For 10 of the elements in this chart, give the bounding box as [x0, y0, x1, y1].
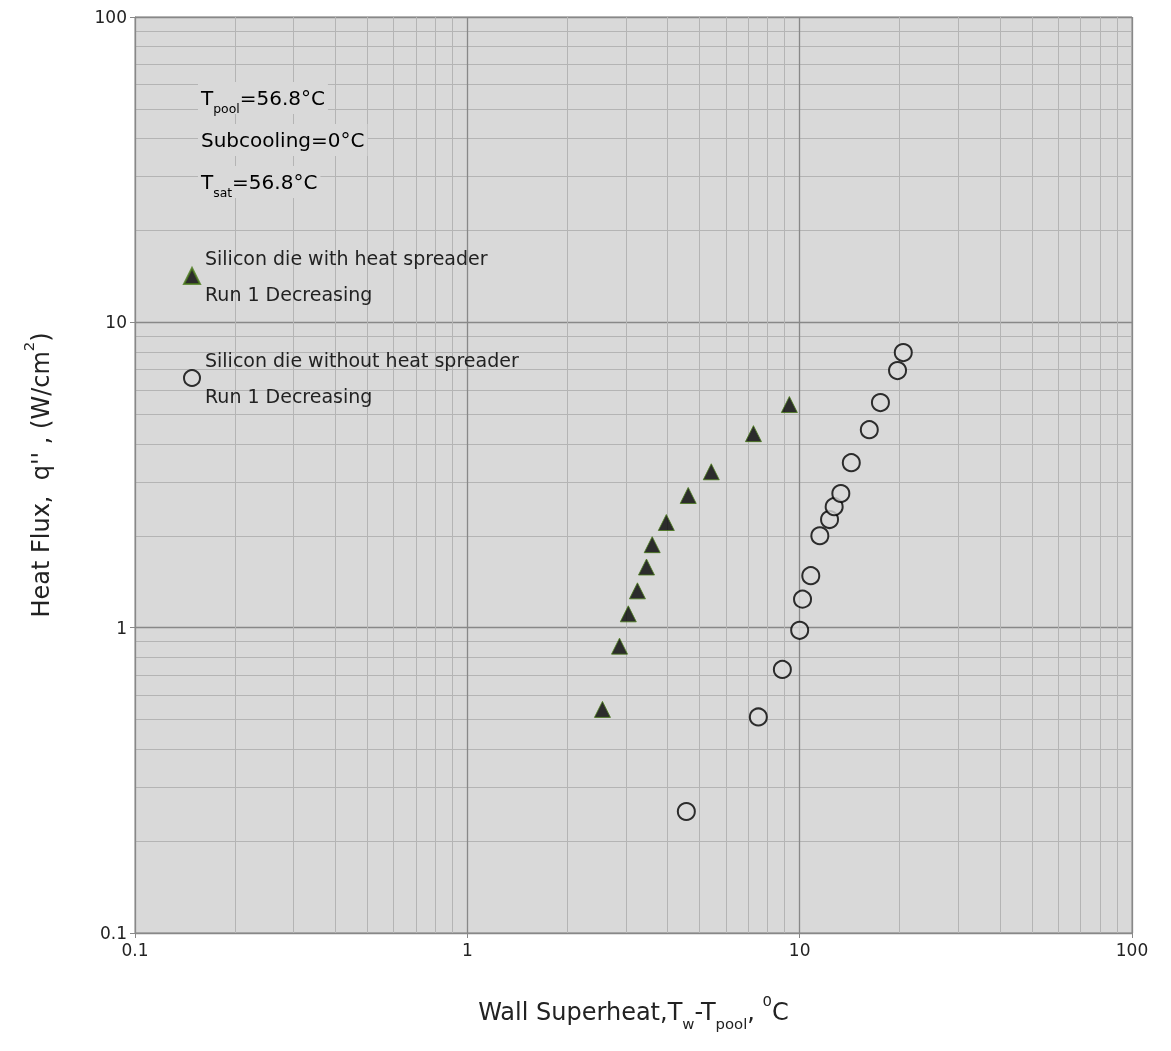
- y-tick-label: 1: [116, 617, 127, 638]
- legend-label: Silicon die with heat spreader Run 1 Decreasing: [205, 247, 488, 305]
- x-tick-label: 1: [461, 939, 473, 960]
- annotation: Subcooling=0°C: [201, 128, 365, 152]
- y-axis-title: Heat Flux, q'' , (W/cm2): [20, 332, 55, 618]
- y-tick-label: 100: [94, 7, 127, 27]
- y-tick-label: 10: [105, 312, 127, 333]
- x-tick-label: 100: [1115, 939, 1149, 960]
- legend-label: Silicon die without heat spreader Run 1 Decreasing: [205, 349, 519, 407]
- x-tick-label: 10: [788, 939, 811, 960]
